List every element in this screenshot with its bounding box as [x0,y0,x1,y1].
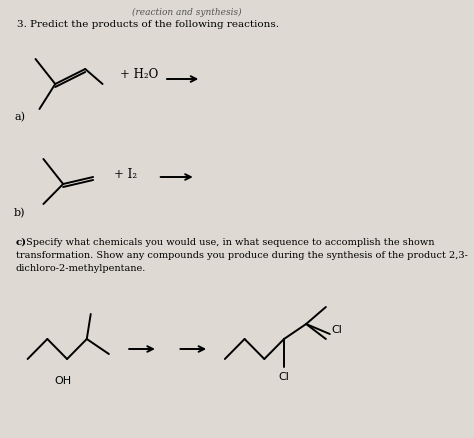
Text: Cl: Cl [331,324,342,334]
Text: 3. Predict the products of the following reactions.: 3. Predict the products of the following… [18,20,279,29]
Text: Specify what chemicals you would use, in what sequence to accomplish the shown: Specify what chemicals you would use, in… [26,237,435,247]
Text: transformation. Show any compounds you produce during the synthesis of the produ: transformation. Show any compounds you p… [16,251,468,259]
Text: (reaction and synthesis): (reaction and synthesis) [132,8,242,17]
Text: dichloro-2-methylpentane.: dichloro-2-methylpentane. [16,263,146,272]
Text: OH: OH [55,375,72,385]
Text: b): b) [14,208,26,218]
Text: + I₂: + I₂ [114,168,137,181]
Text: Cl: Cl [279,371,290,381]
Text: a): a) [14,112,25,122]
Text: + H₂O: + H₂O [120,68,158,81]
Text: c): c) [16,237,27,247]
